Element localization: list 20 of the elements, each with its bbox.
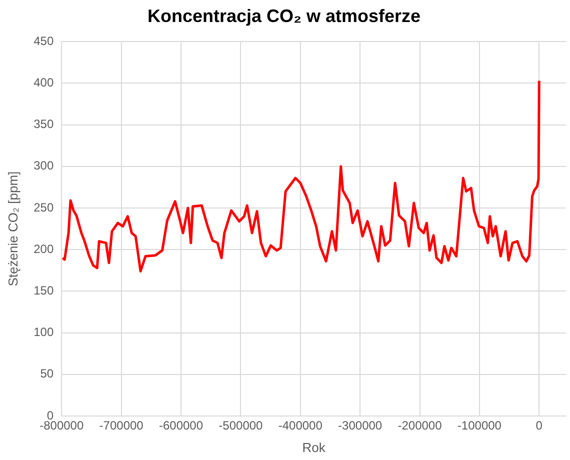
y-tick-label: 350 (34, 117, 54, 132)
x-tick-label: -200000 (398, 418, 442, 433)
y-tick-label: 450 (34, 34, 54, 48)
x-tick-label: -500000 (218, 418, 264, 433)
y-tick-label: 50 (40, 366, 54, 381)
x-tick-label: -700000 (99, 418, 144, 433)
y-tick-label: 300 (34, 158, 54, 173)
x-tick-label: -300000 (338, 418, 382, 433)
y-tick-label: 100 (34, 325, 54, 340)
y-axis-title: Stężenie CO₂ [ppm] (5, 171, 20, 286)
y-tick-label: 150 (34, 284, 54, 298)
chart-title: Koncentracja CO₂ w atmosferze (147, 6, 421, 26)
x-tick-label: 0 (536, 418, 543, 433)
x-axis-title: Rok (302, 440, 326, 455)
x-tick-label: -600000 (158, 418, 204, 433)
x-tick-label: -400000 (278, 418, 323, 433)
y-tick-label: 200 (34, 242, 54, 256)
y-tick-label: 250 (34, 200, 54, 214)
x-tick-label: -100000 (457, 418, 502, 433)
y-tick-label: 400 (34, 76, 54, 90)
